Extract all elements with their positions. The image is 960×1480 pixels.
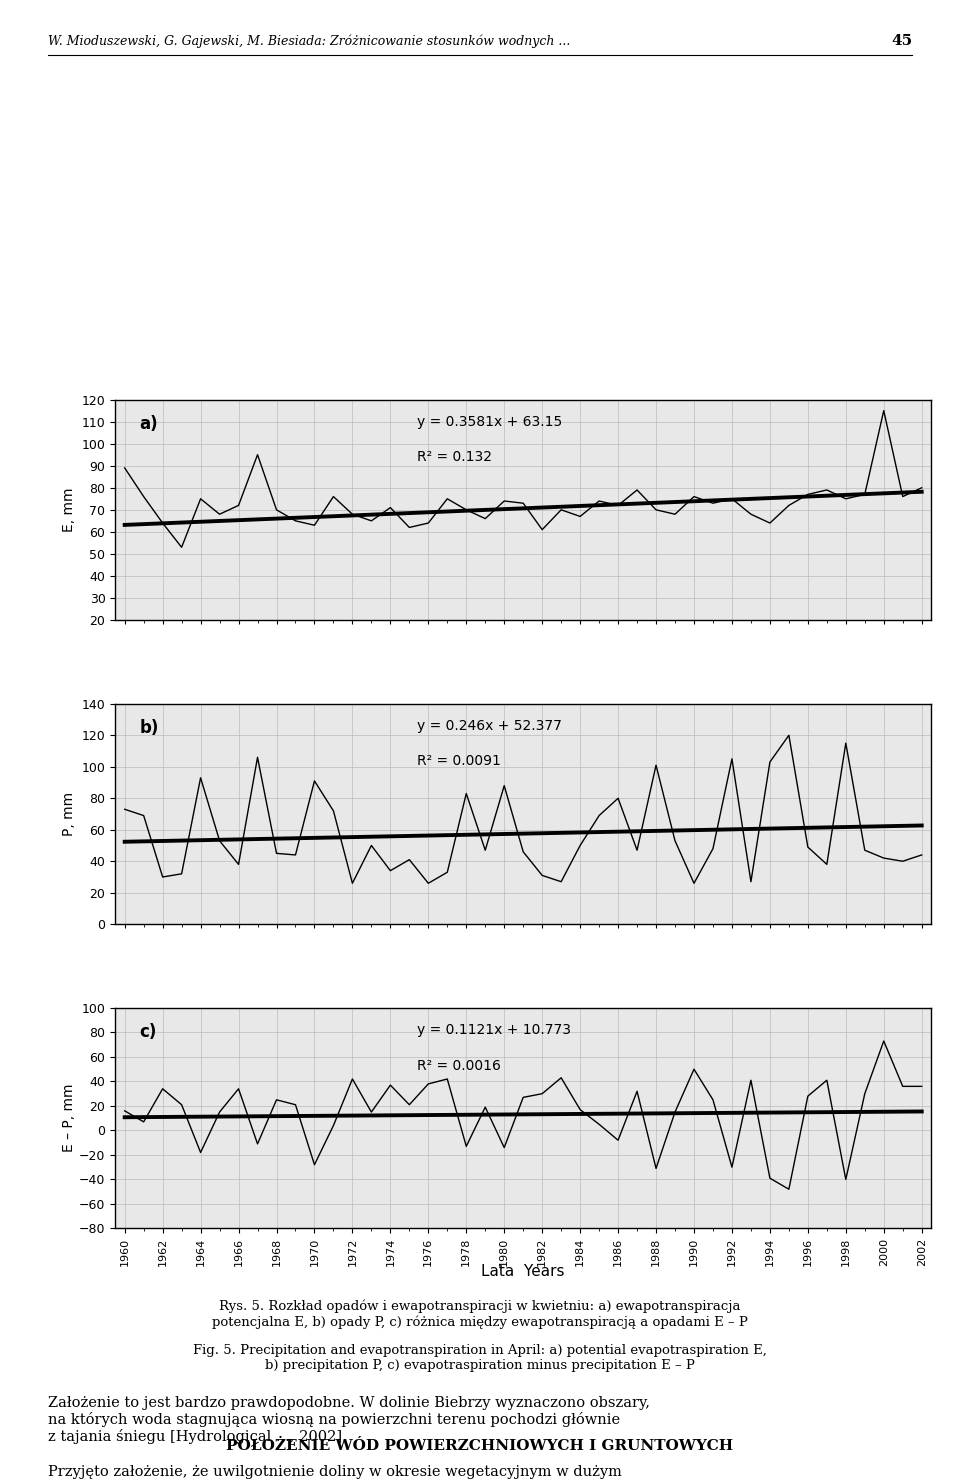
Y-axis label: E – P, mm: E – P, mm	[62, 1083, 76, 1153]
Text: a): a)	[139, 414, 158, 434]
Text: 45: 45	[891, 34, 912, 47]
Text: y = 0.246x + 52.377: y = 0.246x + 52.377	[417, 719, 562, 733]
Text: W. Mioduszewski, G. Gajewski, M. Biesiada: Zróżnicowanie stosunków wodnych ...: W. Mioduszewski, G. Gajewski, M. Biesiad…	[48, 34, 570, 47]
Text: POŁOŻENIE WÓD POWIERZCHNIOWYCH I GRUNTOWYCH: POŁOŻENIE WÓD POWIERZCHNIOWYCH I GRUNTOW…	[227, 1439, 733, 1453]
Text: b): b)	[139, 719, 159, 737]
Text: Fig. 5. Precipitation and evapotranspiration in April: a) potential evapotraspir: Fig. 5. Precipitation and evapotranspira…	[193, 1344, 767, 1372]
Text: Lata  Years: Lata Years	[482, 1264, 564, 1279]
Text: y = 0.3581x + 63.15: y = 0.3581x + 63.15	[417, 414, 563, 429]
Y-axis label: E, mm: E, mm	[62, 487, 76, 533]
Text: y = 0.1121x + 10.773: y = 0.1121x + 10.773	[417, 1023, 571, 1037]
Text: c): c)	[139, 1023, 157, 1042]
Text: Rys. 5. Rozkład opadów i ewapotranspiracji w kwietniu: a) ewapotranspiracja
pote: Rys. 5. Rozkład opadów i ewapotranspirac…	[212, 1299, 748, 1329]
Text: R² = 0.0091: R² = 0.0091	[417, 755, 501, 768]
Text: R² = 0.0016: R² = 0.0016	[417, 1058, 501, 1073]
Text: R² = 0.132: R² = 0.132	[417, 450, 492, 465]
Y-axis label: P, mm: P, mm	[62, 792, 76, 836]
Text: Przyjęto założenie, że uwilgotnienie doliny w okresie wegetacyjnym w dużym
stopn: Przyjęto założenie, że uwilgotnienie dol…	[48, 1465, 646, 1480]
Text: Założenie to jest bardzo prawdopodobne. W dolinie Biebrzy wyznaczono obszary,
na: Założenie to jest bardzo prawdopodobne. …	[48, 1396, 650, 1444]
